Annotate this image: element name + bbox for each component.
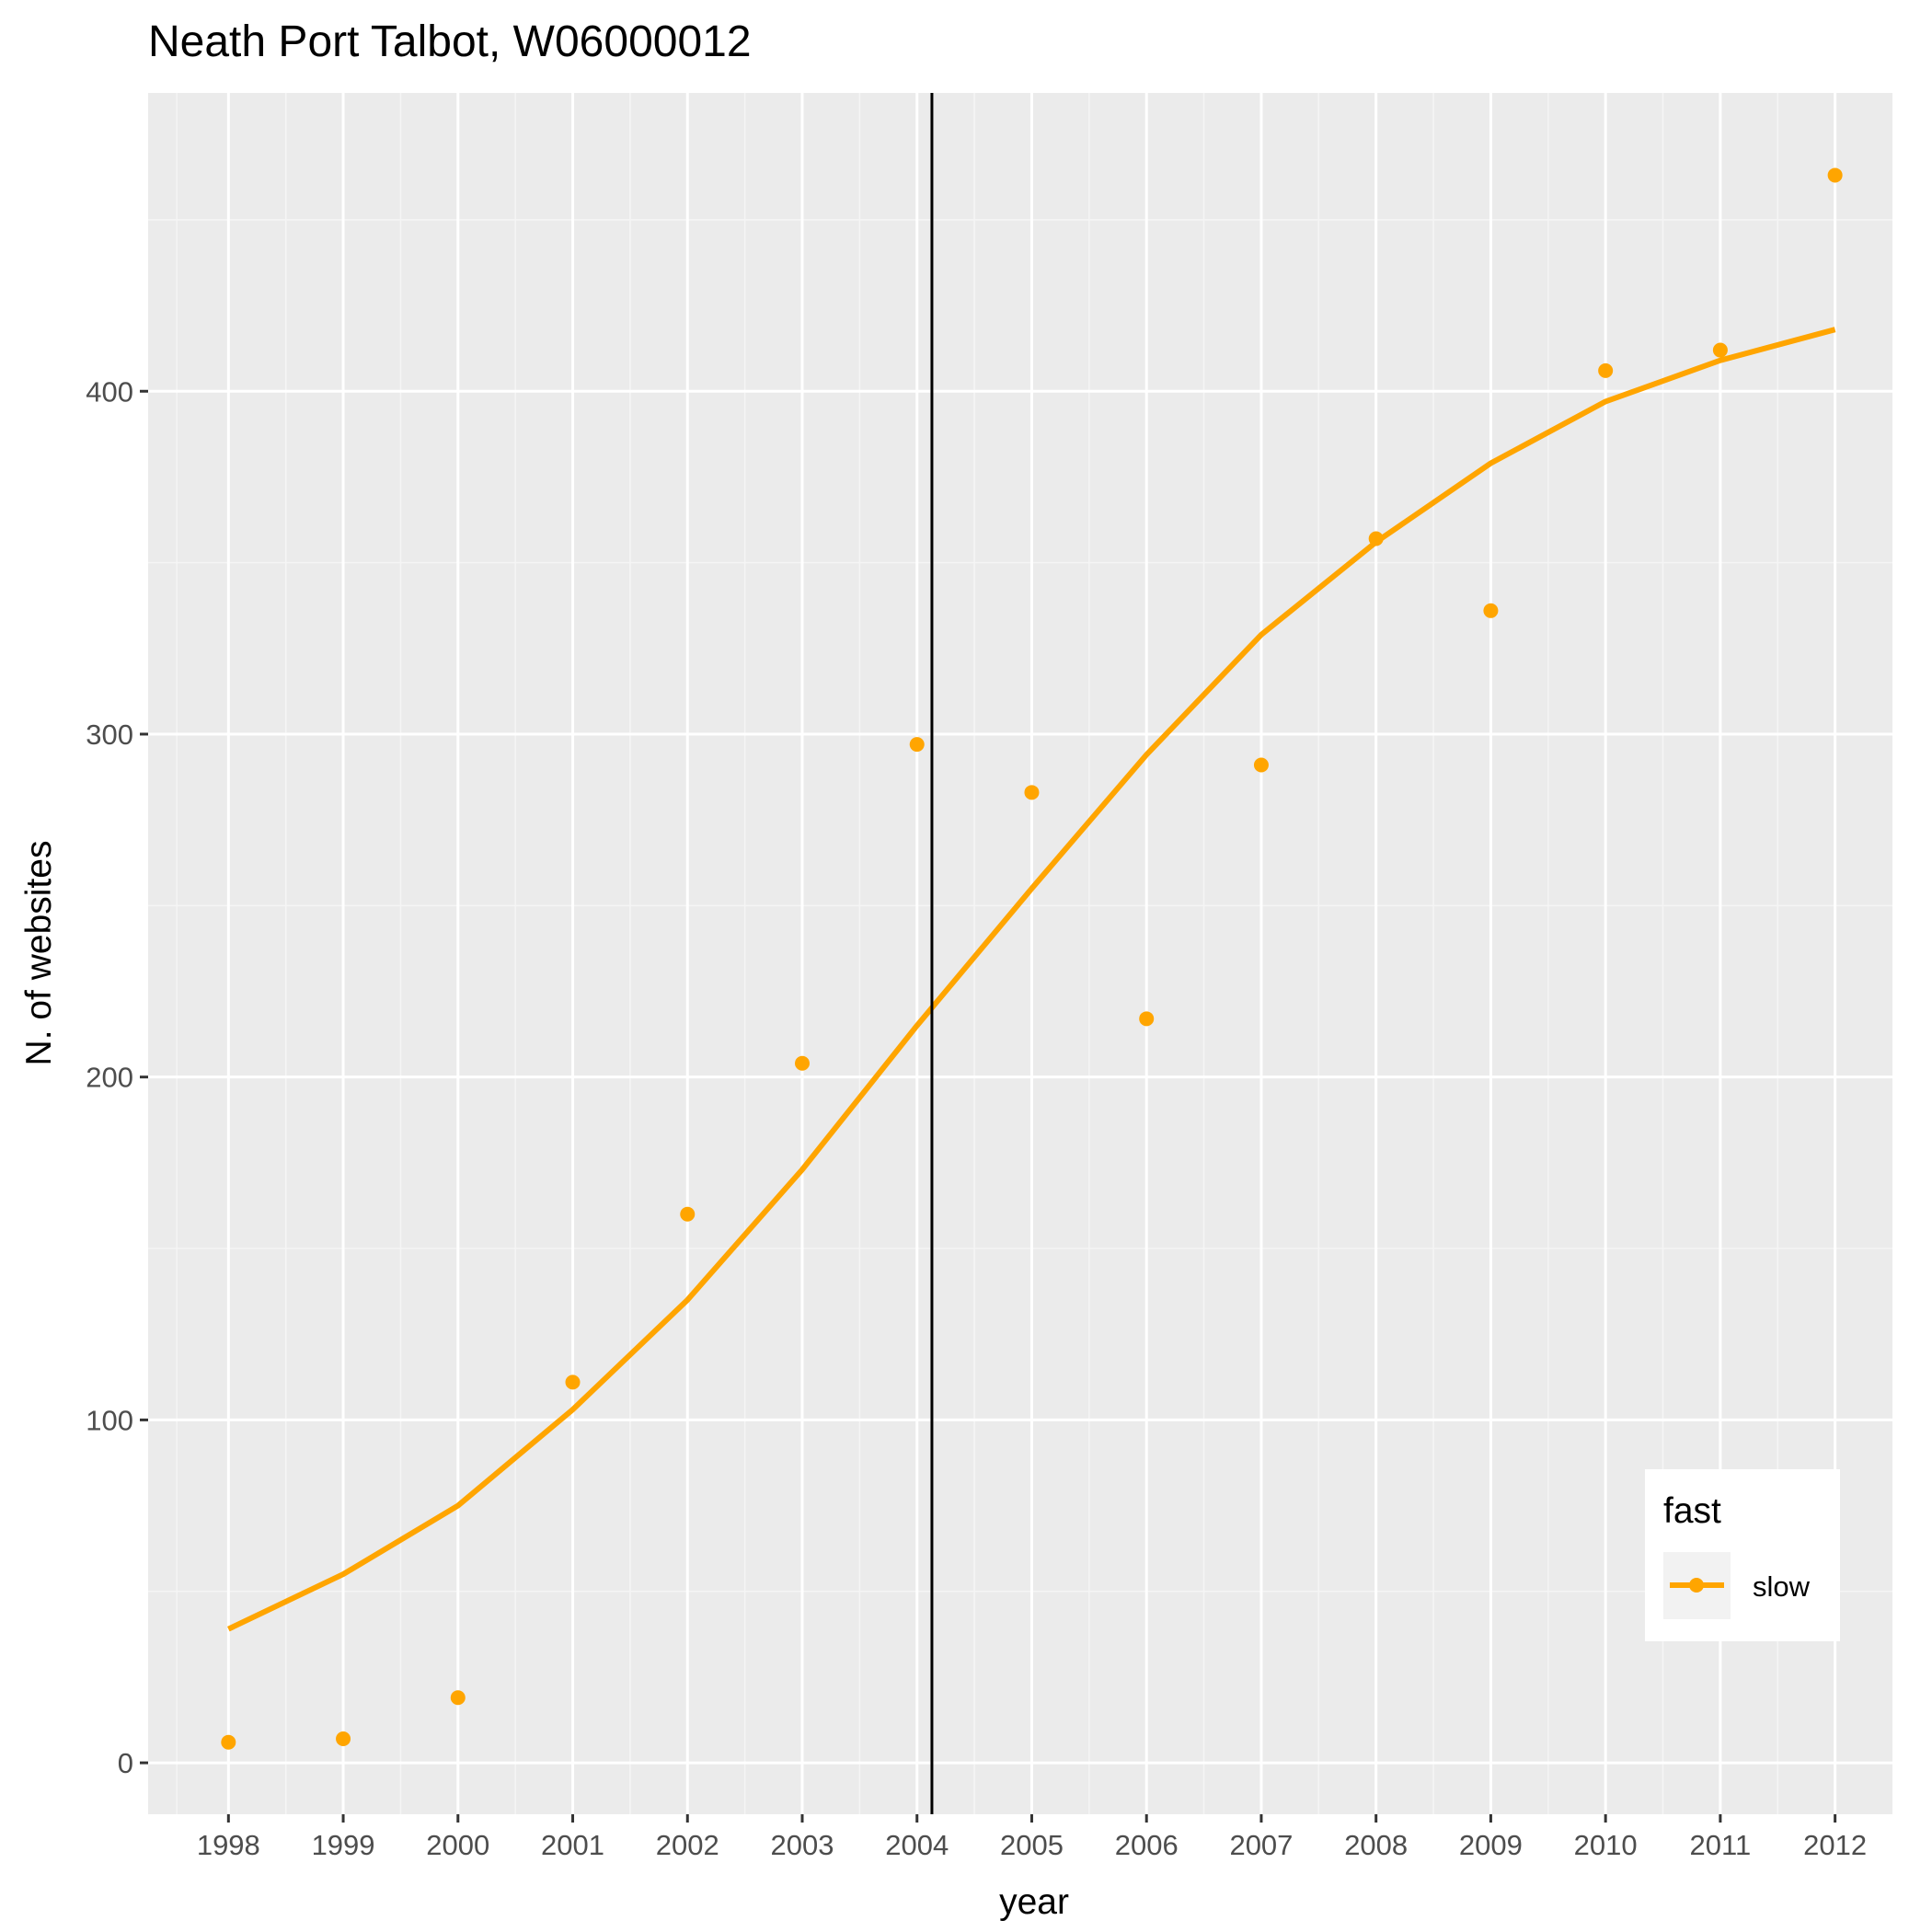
x-tick-label: 2012 (1803, 1829, 1867, 1861)
data-point (1368, 531, 1384, 546)
x-tick-label: 2009 (1459, 1829, 1523, 1861)
x-tick-label: 2008 (1344, 1829, 1408, 1861)
data-point (1024, 785, 1040, 800)
legend-key-point (1689, 1578, 1704, 1593)
axes: 1998 1999 2000 2001 2002 2003 2004 2005 2006 2007… (86, 375, 1867, 1861)
data-point (450, 1690, 466, 1706)
data-point (1598, 362, 1614, 378)
x-tick-label: 2004 (885, 1829, 949, 1861)
data-point (1712, 342, 1728, 358)
y-tick-label: 200 (86, 1062, 133, 1094)
y-tick-label: 0 (118, 1747, 133, 1779)
data-point (1483, 603, 1499, 618)
y-tick-label: 100 (86, 1404, 133, 1436)
x-tick-label: 2007 (1229, 1829, 1293, 1861)
fit-line-layer (227, 327, 1836, 1632)
x-tick-label: 2006 (1115, 1829, 1179, 1861)
x-tick-label: 2001 (541, 1829, 604, 1861)
legend: fast slow (1645, 1469, 1840, 1641)
y-axis-title: N. of websites (19, 841, 59, 1066)
data-point (680, 1206, 696, 1222)
x-tick-label: 2003 (771, 1829, 834, 1861)
y-tick-label: 300 (86, 719, 133, 751)
x-tick-label: 2010 (1574, 1829, 1638, 1861)
x-axis-title: year (999, 1882, 1069, 1922)
data-point (1827, 167, 1843, 183)
y-tick-label: 400 (86, 375, 133, 408)
data-point (565, 1374, 581, 1390)
data-points (221, 167, 1843, 1750)
data-point (1253, 757, 1269, 773)
data-point (1139, 1011, 1155, 1027)
data-point (795, 1055, 810, 1071)
data-point (909, 737, 925, 753)
chart-title: Neath Port Talbot, W06000012 (148, 17, 752, 66)
data-point (336, 1731, 351, 1747)
x-tick-label: 1998 (197, 1829, 260, 1861)
x-tick-label: 2005 (1000, 1829, 1064, 1861)
data-point (221, 1734, 236, 1750)
x-tick-label: 1999 (312, 1829, 375, 1861)
x-tick-label: 2000 (426, 1829, 489, 1861)
plot-panel (148, 93, 1892, 1814)
x-tick-label: 2011 (1690, 1829, 1752, 1861)
x-tick-label: 2002 (656, 1829, 719, 1861)
legend-title: fast (1663, 1491, 1721, 1531)
minor-gridlines (148, 93, 1892, 1814)
legend-label-slow: slow (1753, 1570, 1811, 1603)
fit-line-slow (227, 327, 1836, 1632)
